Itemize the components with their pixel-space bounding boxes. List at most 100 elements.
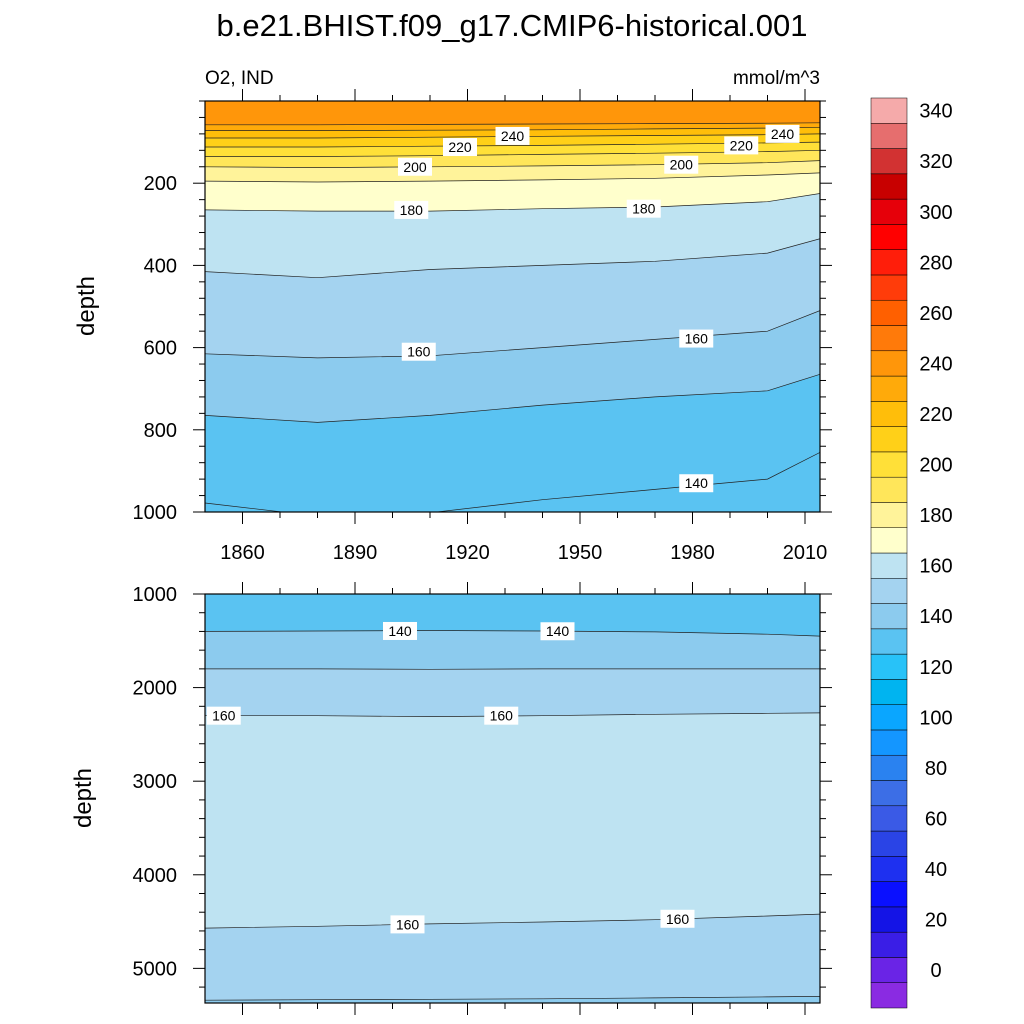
svg-text:240: 240: [771, 126, 795, 142]
svg-text:140: 140: [546, 623, 570, 639]
colorbar-tick-label: 80: [925, 758, 947, 780]
x-tick-label: 1980: [670, 542, 715, 564]
colorbar-swatch: [870, 325, 908, 352]
colorbar-swatch: [870, 830, 908, 857]
colorbar-tick-label: 100: [919, 707, 952, 729]
contour-line-180: [205, 193, 820, 212]
colorbar-swatch: [870, 476, 908, 503]
colorbar-swatch: [870, 578, 908, 604]
colorbar-tick-label: 180: [919, 505, 952, 527]
contour-line-155: [205, 996, 820, 1001]
colorbar-swatch: [870, 679, 908, 705]
colorbar-swatch: [870, 123, 908, 149]
colorbar-tick-label: 200: [919, 455, 952, 477]
colorbar-swatch: [870, 729, 908, 756]
svg-text:220: 220: [448, 139, 472, 155]
svg-text:160: 160: [666, 911, 690, 927]
y-tick-label: 400: [144, 255, 177, 277]
contour-label: 160: [401, 342, 436, 361]
x-tick-label: 1950: [558, 542, 603, 564]
x-tick-label: 1920: [445, 542, 490, 564]
y-tick-label: 600: [144, 338, 177, 360]
y-tick-label: 4000: [133, 865, 178, 887]
y-tick-label: 1000: [133, 584, 178, 606]
contour-line-190: [205, 172, 820, 183]
colorbar-swatch: [870, 881, 908, 908]
svg-text:160: 160: [212, 708, 236, 724]
svg-text:200: 200: [403, 159, 427, 175]
colorbar-swatch: [870, 451, 908, 478]
contour-line-220: [205, 141, 820, 148]
colorbar-tick-label: 240: [919, 353, 952, 375]
colorbar-swatch: [870, 552, 908, 579]
contour-label: 220: [724, 136, 759, 155]
upper-panel: 240 220 200 240 220 200 180 180 160 160 140 200 400 6…: [73, 89, 832, 564]
contour-label: 180: [626, 199, 661, 218]
colorbar-tick-label: 40: [925, 859, 947, 881]
colorbar-swatch: [870, 856, 908, 882]
colorbar-swatch: [870, 603, 908, 630]
y-tick-label: 800: [144, 420, 177, 442]
colorbar-swatch: [870, 754, 908, 781]
contour-fill-155: [205, 996, 820, 1003]
contour-line-250: [205, 122, 820, 126]
svg-text:180: 180: [632, 201, 656, 217]
contour-label: 240: [495, 126, 530, 145]
colorbar-swatch: [870, 350, 908, 377]
contour-label: 160: [484, 706, 519, 725]
contour-line-165: [205, 913, 820, 929]
contour-fill-165: [205, 914, 820, 1003]
colorbar-swatch: [870, 805, 908, 832]
contour-line-160: [205, 310, 820, 359]
contour-label: 220: [443, 138, 477, 157]
colorbar-swatch: [870, 198, 908, 225]
x-tick-label: 1890: [333, 542, 378, 564]
colorbar-swatch: [870, 906, 908, 933]
contour-line-160: [205, 712, 820, 717]
svg-text:220: 220: [730, 137, 754, 153]
y-tick-label: 2000: [133, 678, 178, 700]
svg-text:160: 160: [490, 708, 514, 724]
colorbar-swatch: [870, 982, 908, 1009]
colorbar-swatch: [870, 426, 908, 453]
colorbar-swatch: [870, 401, 908, 427]
contour-line-210: [205, 149, 820, 157]
svg-text:140: 140: [685, 475, 709, 491]
colorbar-tick-label: 20: [925, 910, 947, 932]
y-tick-label: 5000: [133, 958, 178, 980]
colorbar-tick-label: 0: [930, 960, 941, 982]
y-axis-label: depth: [70, 768, 97, 828]
x-tick-label: 1860: [220, 542, 265, 564]
svg-text:160: 160: [407, 344, 431, 360]
colorbar-tick-label: 320: [919, 151, 952, 173]
colorbar-swatch: [870, 780, 908, 807]
colorbar-tick-label: 140: [919, 606, 952, 628]
y-tick-label: 200: [144, 173, 177, 195]
svg-text:240: 240: [501, 128, 525, 144]
colorbar-tick-label: 160: [919, 556, 952, 578]
contour-fill-150: [205, 374, 820, 512]
svg-text:200: 200: [670, 157, 694, 173]
colorbar-swatch: [870, 704, 908, 731]
contour-line-200: [205, 160, 820, 168]
contour-label: 140: [383, 621, 417, 640]
svg-text:160: 160: [685, 331, 709, 347]
colorbar-tick-label: 220: [919, 404, 952, 426]
contour-label: 160: [206, 706, 241, 725]
svg-text:180: 180: [400, 202, 424, 218]
colorbar-swatch: [870, 274, 908, 301]
panel-frame: [204, 100, 821, 513]
contour-line-170: [205, 238, 820, 279]
contour-label: 140: [679, 474, 714, 493]
lower-panel: 140 140 160 160 160 160 1000 2000 3000 4000 5000 de…: [70, 582, 832, 1015]
colorbar-tick-label: 340: [919, 101, 952, 123]
colorbar-tick-label: 280: [919, 252, 952, 274]
colorbar-swatch: [870, 173, 908, 200]
colorbar-tick-label: 120: [919, 657, 952, 679]
y-axis-label: depth: [73, 276, 100, 336]
y-tick-label: 3000: [133, 771, 178, 793]
x-tick-label: 2010: [783, 542, 828, 564]
units-label: mmol/m^3: [733, 68, 820, 89]
contour-fill-140: [205, 452, 820, 512]
panel-frame: [204, 593, 821, 1004]
